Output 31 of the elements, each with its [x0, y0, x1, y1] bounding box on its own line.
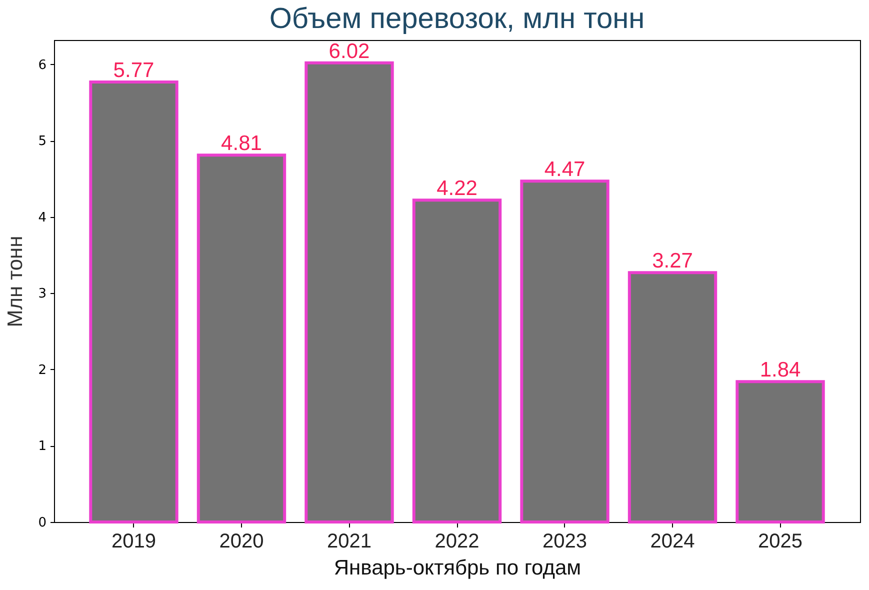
x-tick-label: 2021	[326, 530, 372, 552]
bar	[736, 380, 825, 524]
data-label: 5.77	[113, 58, 154, 82]
bar	[520, 180, 610, 524]
data-label: 4.22	[436, 177, 478, 200]
data-label: 6.02	[328, 40, 370, 63]
y-axis-title: Млн тонн	[4, 236, 28, 328]
y-tick-label: 6	[38, 58, 46, 73]
y-tick-label: 3	[38, 286, 46, 302]
y-tick-label: 4	[38, 210, 46, 226]
y-tick-label: 0	[38, 516, 46, 530]
bar	[628, 271, 718, 524]
y-tick-label: 2	[38, 362, 46, 378]
data-label: 4.81	[221, 132, 262, 156]
data-label: 4.47	[544, 158, 586, 182]
y-tick-label: 1	[38, 439, 46, 454]
data-label: 1.84	[760, 358, 802, 382]
chart-title: Объем перевозок, млн тонн	[269, 3, 645, 35]
x-tick-label: 2020	[219, 530, 264, 552]
x-tick-label: 2023	[542, 530, 588, 552]
x-axis-title: Январь-октябрь по годам	[334, 556, 582, 580]
x-tick-label: 2019	[111, 530, 156, 552]
x-tick-label: 2025	[758, 530, 803, 552]
bar	[304, 61, 394, 524]
bar	[412, 198, 502, 524]
bar	[89, 80, 178, 524]
x-tick-label: 2022	[434, 530, 480, 552]
y-tick-label: 5	[38, 134, 46, 150]
x-tick-label: 2024	[650, 530, 695, 552]
bar	[196, 154, 286, 524]
data-label: 3.27	[652, 250, 693, 273]
